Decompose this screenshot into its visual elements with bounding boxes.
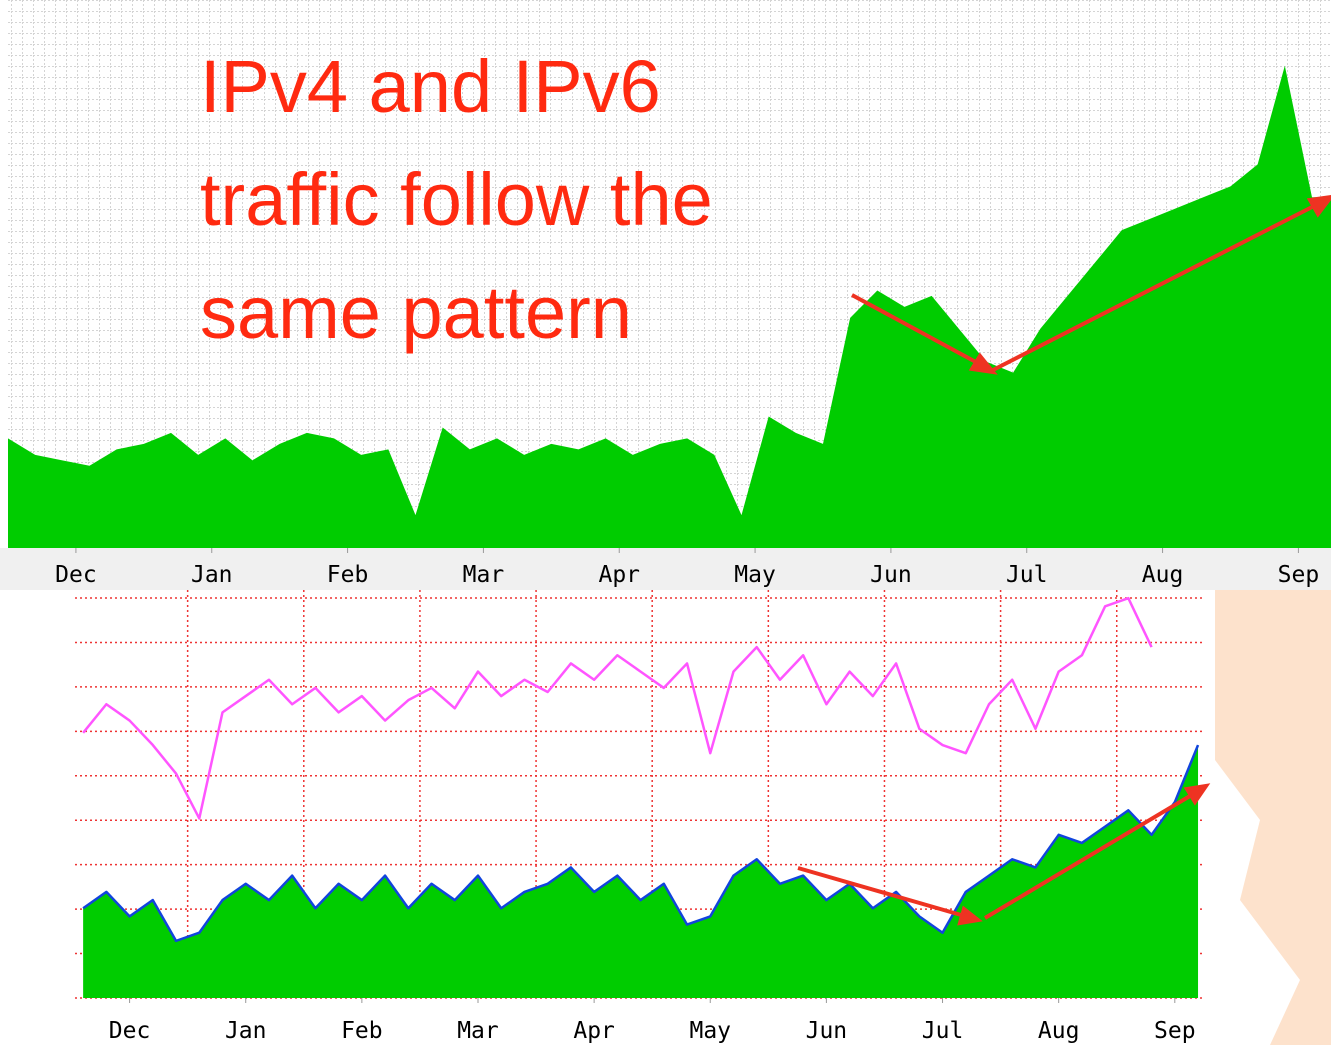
x-tick-label: Dec <box>109 1018 151 1044</box>
x-tick-label: Mar <box>457 1018 499 1044</box>
arrow <box>983 791 1197 920</box>
arrow-head <box>1306 194 1331 218</box>
x-tick-label: Apr <box>573 1018 615 1044</box>
x-tick-label: May <box>734 562 776 588</box>
x-tick-label: Mar <box>463 562 505 588</box>
bottom-chart: Dec Jan Feb Mar Apr May Jun Jul Aug Sep <box>75 590 1205 1044</box>
x-tick-label: Sep <box>1154 1018 1196 1044</box>
x-tick-label: Feb <box>341 1018 383 1044</box>
top-axis-band <box>0 548 1331 590</box>
annotation-line: IPv4 and IPv6 <box>200 45 661 128</box>
annotation: IPv4 and IPv6 traffic follow the same pa… <box>200 45 713 354</box>
line <box>82 596 1153 820</box>
x-tick-label: Jul <box>1006 562 1048 588</box>
arrow-head <box>968 352 998 375</box>
arrows <box>797 194 1331 926</box>
x-tick-label: Feb <box>327 562 369 588</box>
x-tick-label: Sep <box>1278 562 1320 588</box>
x-tick-label: Jun <box>806 1018 848 1044</box>
x-tick-label: May <box>689 1018 731 1044</box>
top-chart: Dec Jan Feb Mar Apr May Jun Jul Aug Sep <box>8 65 1331 588</box>
x-tick-label: Jan <box>191 562 233 588</box>
arrow <box>797 866 969 919</box>
arrow-head <box>957 905 983 926</box>
arrow <box>851 293 986 369</box>
annotation-line: same pattern <box>200 271 632 354</box>
x-tick-label: Aug <box>1038 1018 1080 1044</box>
x-tick-label: Jun <box>870 562 912 588</box>
x-tick-label: Aug <box>1142 562 1184 588</box>
area-fill <box>83 745 1199 998</box>
annotation-line: traffic follow the <box>200 158 713 241</box>
x-tick-label: Jul <box>922 1018 964 1044</box>
x-tick-label: Dec <box>55 562 97 588</box>
arrow-head <box>1183 783 1211 806</box>
arrow <box>992 201 1321 372</box>
x-tick-label: Apr <box>598 562 640 588</box>
area <box>8 65 1331 548</box>
x-tick-label: Jan <box>225 1018 267 1044</box>
line <box>82 744 1200 943</box>
background-shape <box>1215 590 1331 1045</box>
